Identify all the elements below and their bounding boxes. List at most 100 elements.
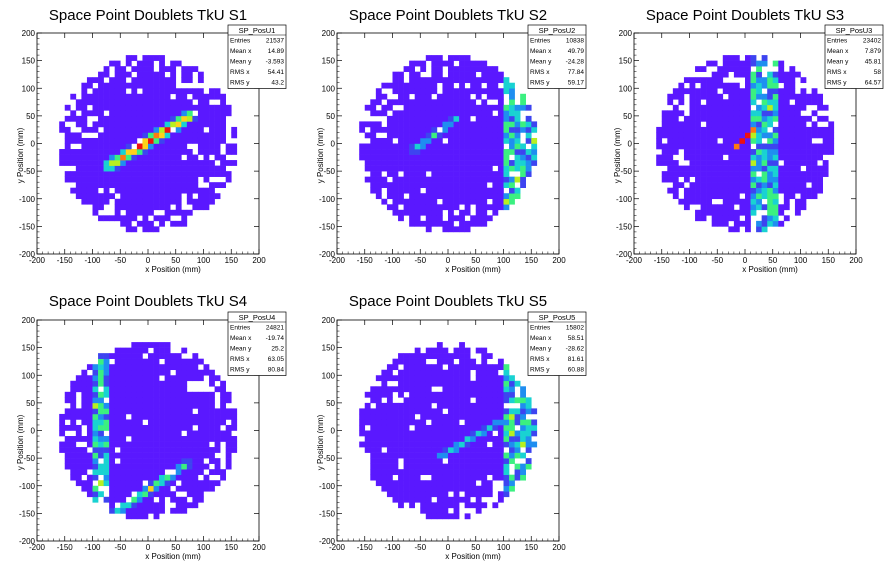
heatmap-cell [750,204,757,211]
stats-label: Mean y [230,59,252,66]
heatmap-cell [392,99,399,106]
heatmap-cell [153,132,160,139]
heatmap-cell [409,71,415,78]
heatmap-cell [448,375,454,382]
heatmap-cell [398,369,404,376]
heatmap-cell [386,171,393,177]
y-tick-label: -200 [19,537,36,546]
heatmap-cell [733,121,740,128]
heatmap-cell [92,176,99,183]
heatmap-cell [159,160,165,166]
heatmap-cell [114,364,121,371]
heatmap-cell [186,104,193,111]
heatmap-cell [375,452,382,459]
heatmap-cell [220,137,226,144]
heatmap-cell [778,137,785,144]
heatmap-cell [170,391,177,398]
heatmap-cell [503,110,510,117]
heatmap-cell [531,430,538,437]
heatmap-cell [689,187,696,194]
heatmap-cell [420,480,427,487]
heatmap-cell [767,104,774,111]
heatmap-cell [733,187,740,194]
heatmap-cell [120,82,127,89]
heatmap-cell [398,193,404,200]
heatmap-cell [470,121,477,128]
heatmap-cell [392,71,399,78]
heatmap-cell [794,121,801,128]
heatmap-cell [81,88,88,95]
heatmap-cell [453,137,460,144]
heatmap-cell [403,104,410,111]
heatmap-cell [425,469,432,476]
heatmap-cell [475,402,482,409]
heatmap-cell [381,419,388,426]
heatmap-cell [420,469,427,476]
heatmap-cell [722,55,729,61]
heatmap-cell [761,110,768,117]
heatmap-cell [739,182,746,189]
heatmap-cell [398,187,404,194]
heatmap-cell [722,187,729,194]
heatmap-cell [459,463,465,470]
heatmap-cell [475,137,482,144]
heatmap-cell [778,104,785,111]
heatmap-cell [70,154,77,161]
heatmap-cell [192,502,199,509]
heatmap-cell [470,491,477,498]
heatmap-cell [148,121,154,128]
heatmap-cell [497,463,504,470]
heatmap-cell [92,386,99,393]
heatmap-cell [392,358,399,365]
heatmap-cell [520,149,526,155]
heatmap-cell [109,353,115,359]
heatmap-cell [503,137,510,144]
heatmap-cell [203,193,210,200]
heatmap-cell [492,160,499,166]
heatmap-cell [192,364,199,371]
heatmap-cell [806,93,812,100]
heatmap-cell [503,375,510,382]
heatmap-cell [186,88,193,95]
heatmap-cell [170,441,177,448]
heatmap-cell [711,215,718,222]
heatmap-cell [203,441,210,448]
heatmap-cell [486,469,493,476]
heatmap-cell [789,115,796,122]
x-tick-label: -100 [84,543,101,552]
y-tick-label: -150 [319,509,336,518]
heatmap-cell [92,104,99,111]
heatmap-cell [120,485,127,492]
heatmap-cell [486,402,493,409]
heatmap-cell [86,430,93,437]
heatmap-cell [739,93,746,100]
heatmap-cell [114,115,121,122]
heatmap-cell [75,115,82,122]
heatmap-cell [220,391,226,398]
heatmap-cell [414,104,421,111]
heatmap-cell [109,149,115,155]
heatmap-cell [431,424,438,431]
heatmap-cell [689,115,696,122]
heatmap-cell [420,397,427,404]
heatmap-cell [481,474,488,481]
heatmap-cell [695,171,701,177]
heatmap-cell [136,369,143,376]
heatmap-cell [486,165,493,172]
heatmap-cell [520,413,526,420]
y-tick-label: -100 [319,195,336,204]
heatmap-cell [153,436,160,442]
heatmap-cell [59,121,66,128]
heatmap-cell [203,187,210,194]
heatmap-cell [794,198,801,205]
heatmap-cell [197,77,204,84]
heatmap-cell [125,480,132,487]
heatmap-cell [661,121,668,128]
heatmap-cell [436,358,443,365]
x-axis-label: x Position (mm) [145,552,201,561]
heatmap-cell [459,342,465,348]
heatmap-cell [209,104,215,111]
heatmap-cell [148,132,154,139]
heatmap-cell [386,491,393,498]
heatmap-cell [459,193,465,200]
